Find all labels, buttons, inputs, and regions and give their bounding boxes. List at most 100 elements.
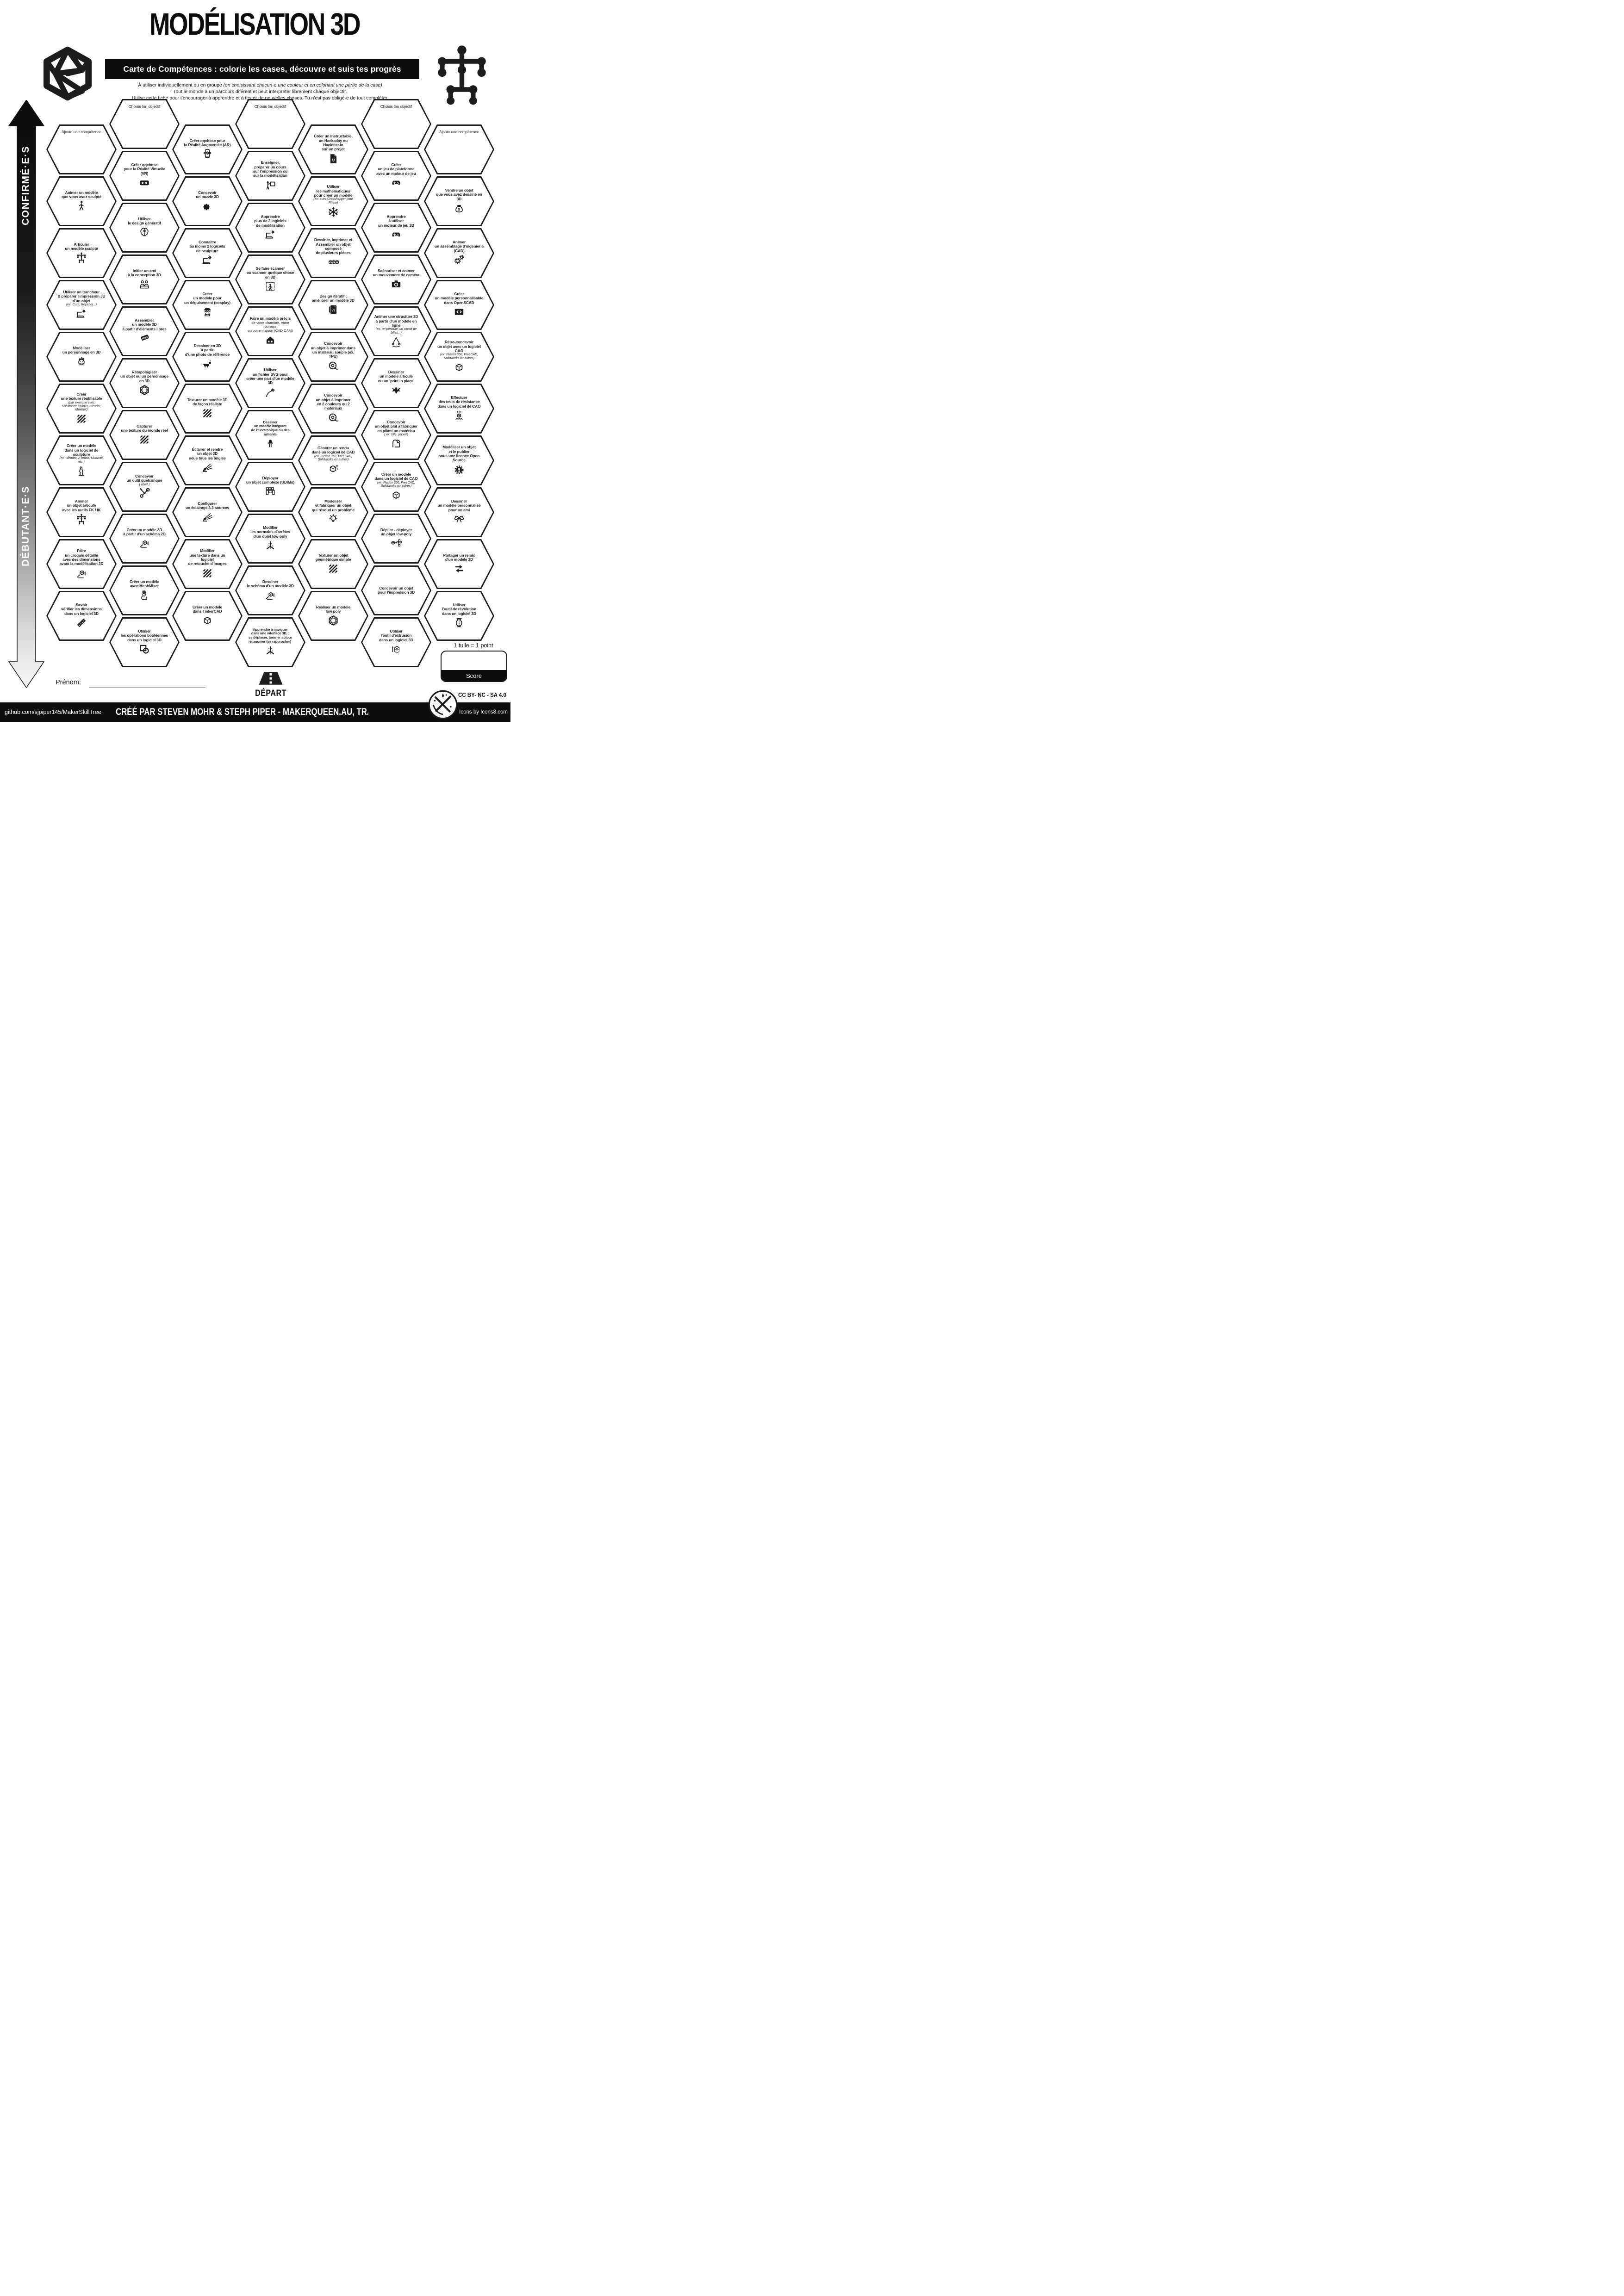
hex-tile[interactable]: Articuler un modèle sculpté bbox=[46, 228, 117, 278]
hex-tile[interactable]: Modifier les normales d'arrêtes d'un obj… bbox=[235, 514, 305, 564]
hex-tile[interactable]: Créer un modèle dans un logiciel de scul… bbox=[46, 435, 117, 485]
hex-tile[interactable]: Animer un assemblage d'ingénierie (CAD) bbox=[424, 228, 494, 278]
hex-tile[interactable]: Utiliser les mathématiques pour créer un… bbox=[298, 176, 368, 226]
hex-tile[interactable]: Créer un modèle pour un déguisement (cos… bbox=[172, 280, 243, 330]
hex-tile[interactable]: Utiliser un fichier SVG pour créer une p… bbox=[235, 358, 305, 408]
vase-icon bbox=[453, 617, 465, 629]
hex-tile[interactable]: Dessiner en 3D à partir d'une photo de r… bbox=[172, 332, 243, 382]
page-title: MODÉLISATION 3D bbox=[149, 7, 361, 42]
hex-tile[interactable]: Concevoir un outil quelconque ( utile! ) bbox=[109, 462, 180, 512]
hex-tile[interactable]: Animer un modèle que vous avez sculpté bbox=[46, 176, 117, 226]
hex-tile[interactable]: Texturer un objet géométrique simple bbox=[298, 539, 368, 589]
hex-tile[interactable]: Vendre un objet que vous avez dessiné en… bbox=[424, 176, 494, 226]
puzzle-icon bbox=[201, 200, 213, 212]
hex-tile[interactable]: Ajoute une compétence bbox=[424, 124, 494, 174]
hex-tile[interactable]: Dessiner un modèle articulé ou un 'print… bbox=[361, 358, 431, 408]
hex-tile[interactable]: Capturer une texture du monde réel bbox=[109, 410, 180, 460]
hex-tile[interactable]: Dessiner un modèle personnalisé pour un … bbox=[424, 487, 494, 537]
hex-tile[interactable]: Concevoir un objet plat à fabriquer en p… bbox=[361, 410, 431, 460]
hex-tile[interactable]: Utiliser l'outil d'extrusion dans un log… bbox=[361, 617, 431, 667]
remix-icon bbox=[453, 563, 465, 575]
hex-tile[interactable]: Créer un modèle personnalisable dans Ope… bbox=[424, 280, 494, 330]
hex-tile[interactable]: Design itératif : améliorer un modèle 3D bbox=[298, 280, 368, 330]
hex-tile[interactable]: Utiliser les opérations booléennes dans … bbox=[109, 617, 180, 667]
hex-tile[interactable]: Animer un objet articulé avec les outils… bbox=[46, 487, 117, 537]
tile-title: Faire un modèle précis bbox=[249, 316, 291, 321]
hex-tile[interactable]: Réaliser un modèle low poly bbox=[298, 591, 368, 641]
hex-tile[interactable]: Créer un modèle 3D à partir d'un schéma … bbox=[109, 514, 180, 564]
hex-tile[interactable]: Créer un modèle avec MeshMixer bbox=[109, 565, 180, 615]
hex-tile[interactable]: Éclairer et rendre un objet 3D sous tous… bbox=[172, 435, 243, 485]
tile-title: Concevoir un puzzle 3D bbox=[196, 190, 219, 199]
hex-tile[interactable]: Scénariser et animer un mouvement de cam… bbox=[361, 254, 431, 304]
hex-tile[interactable]: Effectuer des tests de résistance dans u… bbox=[424, 384, 494, 434]
hex-tile[interactable]: Choisis ton objectif bbox=[361, 99, 431, 149]
hex-tile[interactable]: Choisis ton objectif bbox=[109, 99, 180, 149]
score-box[interactable]: Score bbox=[441, 651, 507, 682]
score-label: Score bbox=[442, 670, 506, 681]
icons8-credit-link[interactable]: Icons by Icons8.com bbox=[459, 709, 508, 715]
hex-tile[interactable]: Enseigner, préparer un cours sur l'impre… bbox=[235, 151, 305, 201]
hex-tile[interactable]: Concevoir un objet à imprimer en 2 coule… bbox=[298, 384, 368, 434]
hex-tile[interactable]: Connaître au moins 2 logiciels de sculpt… bbox=[172, 228, 243, 278]
hex-tile[interactable]: Créer un modèle dans un logiciel de CAO … bbox=[361, 462, 431, 512]
hex-tile[interactable]: Modéliser et fabriquer un objet qui réso… bbox=[298, 487, 368, 537]
hex-tile[interactable]: Dessiner, Imprimer et Assembler un objet… bbox=[298, 228, 368, 278]
rig-icon bbox=[75, 513, 87, 525]
hex-tile[interactable]: Déployer un objet complexe (UDIMs) bbox=[235, 462, 305, 512]
hex-tile[interactable]: Créer un modèle dans TinkerCAD bbox=[172, 591, 243, 641]
hex-tile[interactable]: Concevoir un objet à imprimer dans un ma… bbox=[298, 332, 368, 382]
hex-tile[interactable]: Utiliser le design génératif bbox=[109, 203, 180, 253]
hex-tile[interactable]: Créer un Instructable, un Hackaday ou Ha… bbox=[298, 124, 368, 174]
hex-tile[interactable]: Apprendre à utiliser un moteur de jeu 3D bbox=[361, 203, 431, 253]
hex-tile[interactable]: Configurer un éclairage à 3 sources bbox=[172, 487, 243, 537]
level-label-confirmed: CONFIRMÉ·E·S bbox=[20, 146, 31, 225]
hex-tile[interactable]: Créer une texture réutilisable (par exem… bbox=[46, 384, 117, 434]
hex-tile[interactable]: Modifier une texture dans un logiciel de… bbox=[172, 539, 243, 589]
hex-tile[interactable]: Rétro-concevoir un objet avec un logicie… bbox=[424, 332, 494, 382]
hex-tile[interactable]: Modéliser un objet et le publier sous un… bbox=[424, 435, 494, 485]
hex-tile[interactable]: Modéliser un personnage en 3D bbox=[46, 332, 117, 382]
name-input-line[interactable] bbox=[89, 678, 205, 688]
hex-tile[interactable]: Déplier - déployer un objet low-poly bbox=[361, 514, 431, 564]
hex-tile[interactable]: Initier un ami à la conception 3D bbox=[109, 254, 180, 304]
hex-tile[interactable]: Utiliser un trancheur & préparer l'impre… bbox=[46, 280, 117, 330]
laptop-gear-icon bbox=[264, 229, 276, 241]
cube-icon bbox=[390, 489, 402, 501]
hex-inner: Animer un objet articulé avec les outils… bbox=[48, 489, 115, 536]
statue-icon bbox=[75, 465, 87, 477]
hex-tile[interactable]: Apprendre plus de 3 logiciels de modélis… bbox=[235, 203, 305, 253]
hex-tile[interactable]: Utiliser l'outil de révolution dans un l… bbox=[424, 591, 494, 641]
hex-tile[interactable]: Dessiner le schéma d'un modèle 3D bbox=[235, 565, 305, 615]
hex-tile[interactable]: Texturer un modèle 3D de façon réaliste bbox=[172, 384, 243, 434]
moneybag-icon bbox=[453, 202, 465, 214]
hex-tile[interactable]: Concevoir un puzzle 3D bbox=[172, 176, 243, 226]
hex-tile[interactable]: Savoir vérifier les dimensions dans un l… bbox=[46, 591, 117, 641]
hex-tile[interactable]: Générer un rendu dans un logiciel de CAD… bbox=[298, 435, 368, 485]
hex-tile[interactable]: Assembler un modèle 3D à partir d'élémen… bbox=[109, 306, 180, 356]
hex-tile[interactable]: Apprendre à naviguer dans une interface … bbox=[235, 617, 305, 667]
stripes-icon bbox=[75, 413, 87, 425]
hex-tile[interactable]: Partager un remix d'un modèle 3D bbox=[424, 539, 494, 589]
hex-tile[interactable]: Faire un modèle précis de votre chambre,… bbox=[235, 306, 305, 356]
hex-tile[interactable]: Choisis ton objectif bbox=[235, 99, 305, 149]
tools-icon bbox=[138, 487, 150, 499]
hex-tile[interactable]: Dessiner un modèle intégrant de l'électr… bbox=[235, 410, 305, 460]
hex-tile[interactable]: Créer qqchose pour la Réalité Virtuelle … bbox=[109, 151, 180, 201]
hex-tile[interactable]: Rétopologiser un objet ou un personnage … bbox=[109, 358, 180, 408]
hex-inner: Capturer une texture du monde réel bbox=[111, 411, 178, 459]
hex-tile[interactable]: Concevoir un objet pour l'impression 3D bbox=[361, 565, 431, 615]
hex-tile[interactable]: Ajoute une compétence bbox=[46, 124, 117, 174]
hex-tile[interactable]: Animer une structure 3D à partir d'un mo… bbox=[361, 306, 431, 356]
footer-repo-link[interactable]: github.com/sjpiper145/MakerSkillTree bbox=[5, 709, 101, 715]
hex-tile[interactable]: Créer qqchose pour la Réalité Augmentée … bbox=[172, 124, 243, 174]
hex-tile[interactable]: Créer un jeu de plateforme avec un moteu… bbox=[361, 151, 431, 201]
hex-inner: Vendre un objet que vous avez dessiné en… bbox=[425, 178, 493, 225]
hex-tile[interactable]: Se faire scanner ou scanner quelque chos… bbox=[235, 254, 305, 304]
hex-tile[interactable]: Faire un croquis détaillé avec des dimen… bbox=[46, 539, 117, 589]
tile-note: (ex. Cura, Repetier...) bbox=[66, 303, 97, 307]
spotlight-icon bbox=[201, 511, 213, 523]
hex-inner: Dessiner le schéma d'un modèle 3D bbox=[236, 567, 304, 614]
hex-inner: Utiliser les opérations booléennes dans … bbox=[111, 619, 178, 666]
hex-inner: Animer un modèle que vous avez sculpté bbox=[48, 178, 115, 225]
